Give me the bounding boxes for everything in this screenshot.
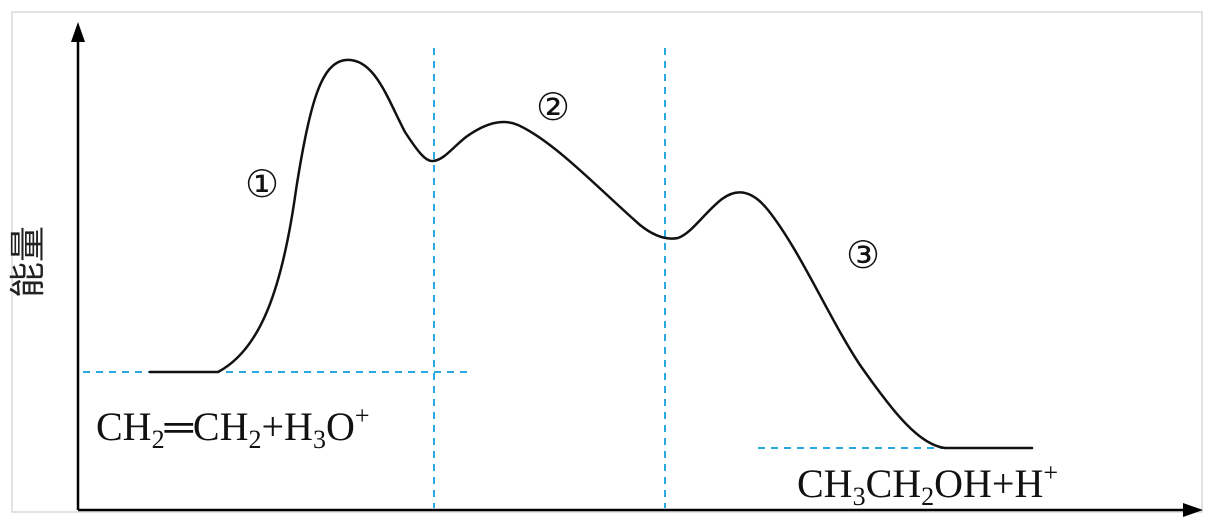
y-axis-arrow [71, 22, 85, 42]
x-axis-arrow [1183, 503, 1203, 517]
step-1-label: ① [245, 162, 279, 206]
y-axis-label: 能量 [8, 226, 49, 298]
reactants-formula: CH2═CH2+H3O+ [96, 401, 370, 454]
step-2-label: ② [536, 85, 570, 129]
energy-curve [148, 58, 1034, 450]
products-formula: CH3CH2OH+H+ [797, 458, 1058, 511]
figure-frame [11, 11, 1203, 513]
step-3-label: ③ [846, 233, 880, 277]
